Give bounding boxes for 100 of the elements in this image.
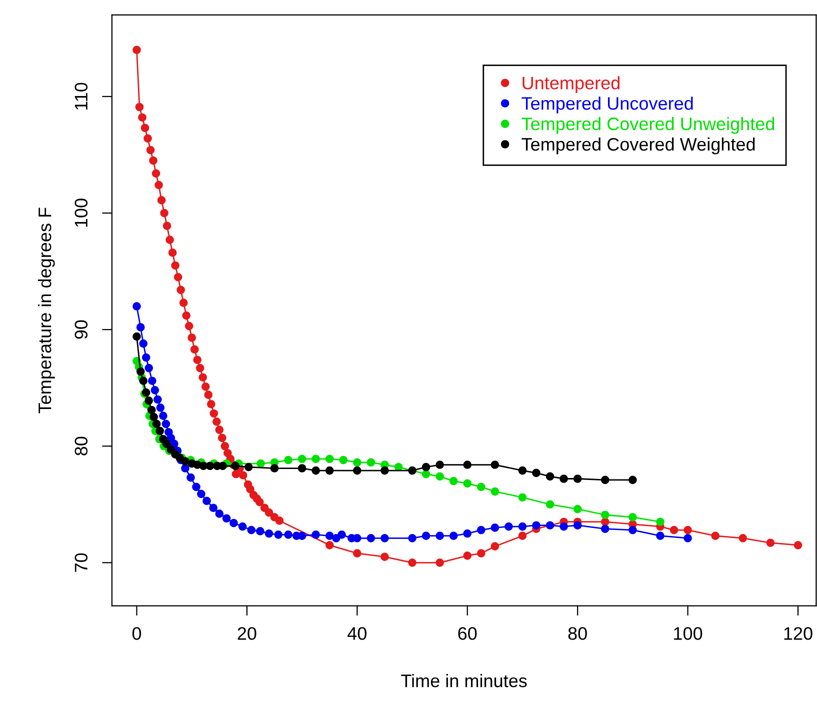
point bbox=[332, 534, 340, 542]
point bbox=[600, 476, 610, 484]
point bbox=[366, 458, 376, 467]
point bbox=[338, 530, 346, 539]
point bbox=[181, 457, 190, 466]
point bbox=[463, 460, 472, 469]
point bbox=[560, 522, 568, 531]
point bbox=[312, 530, 320, 539]
point bbox=[546, 500, 554, 509]
point bbox=[247, 526, 256, 534]
x-tick-label: 40 bbox=[348, 627, 366, 640]
point bbox=[476, 482, 486, 492]
point bbox=[256, 527, 264, 536]
point bbox=[222, 514, 231, 523]
point bbox=[256, 459, 265, 468]
point bbox=[206, 462, 214, 470]
point bbox=[156, 426, 164, 436]
x-tick-label: 0 bbox=[132, 627, 142, 640]
point bbox=[192, 482, 200, 492]
x-tick-label: 60 bbox=[458, 627, 477, 640]
point bbox=[181, 464, 190, 472]
point bbox=[490, 487, 500, 496]
point bbox=[298, 464, 306, 472]
x-tick-label: 120 bbox=[784, 627, 812, 640]
point bbox=[162, 440, 171, 448]
point bbox=[136, 367, 145, 376]
point bbox=[600, 510, 610, 520]
point bbox=[150, 386, 160, 394]
point bbox=[546, 472, 554, 481]
point bbox=[573, 504, 582, 514]
point bbox=[490, 524, 500, 532]
point bbox=[366, 534, 376, 542]
point bbox=[325, 466, 334, 475]
point bbox=[154, 395, 162, 404]
point bbox=[136, 323, 145, 332]
point bbox=[463, 529, 472, 538]
y-tick-label: 80 bbox=[74, 436, 88, 456]
point bbox=[139, 339, 148, 348]
point bbox=[449, 532, 458, 540]
point bbox=[264, 529, 274, 538]
point bbox=[380, 466, 389, 475]
point bbox=[244, 462, 253, 472]
point bbox=[312, 454, 320, 464]
y-tick-label: 70 bbox=[74, 553, 88, 572]
point bbox=[422, 462, 430, 472]
point bbox=[339, 456, 348, 464]
point bbox=[490, 460, 500, 469]
point bbox=[230, 518, 238, 528]
point bbox=[504, 522, 513, 531]
point bbox=[312, 466, 320, 475]
point bbox=[449, 476, 458, 486]
point bbox=[628, 526, 637, 534]
point bbox=[518, 493, 527, 502]
point bbox=[656, 518, 664, 526]
point bbox=[436, 472, 444, 481]
point bbox=[408, 534, 416, 542]
point bbox=[325, 454, 334, 464]
point bbox=[215, 510, 224, 518]
point bbox=[656, 532, 664, 540]
point bbox=[546, 521, 554, 530]
y-tick-label: 110 bbox=[74, 82, 88, 110]
point bbox=[422, 532, 430, 540]
y-axis-title: Temperature in degrees F bbox=[38, 208, 55, 414]
point bbox=[573, 474, 582, 483]
point bbox=[532, 521, 540, 530]
point bbox=[298, 454, 306, 464]
point bbox=[176, 454, 184, 462]
point bbox=[209, 504, 218, 512]
x-tick-label: 100 bbox=[674, 627, 702, 640]
y-tick-label: 90 bbox=[74, 320, 88, 339]
point bbox=[560, 474, 568, 483]
point bbox=[422, 470, 430, 478]
point bbox=[436, 532, 444, 540]
point bbox=[476, 526, 486, 534]
point bbox=[142, 353, 150, 362]
legend-label: Tempered Covered Unweighted bbox=[522, 117, 774, 134]
point bbox=[197, 490, 206, 498]
point bbox=[270, 464, 279, 472]
point bbox=[139, 376, 148, 386]
point bbox=[600, 524, 610, 534]
point bbox=[148, 376, 156, 386]
point bbox=[436, 460, 444, 469]
point bbox=[152, 420, 161, 428]
point bbox=[573, 521, 582, 530]
y-tick-label: 100 bbox=[74, 198, 88, 227]
point bbox=[132, 302, 141, 310]
point bbox=[518, 466, 527, 475]
x-tick-label: 20 bbox=[238, 627, 256, 640]
point bbox=[162, 420, 170, 428]
point bbox=[628, 476, 637, 484]
point bbox=[238, 522, 247, 531]
point bbox=[218, 462, 227, 470]
point bbox=[325, 532, 334, 540]
point bbox=[463, 479, 472, 488]
legend-label: Tempered Uncovered bbox=[522, 96, 693, 114]
point bbox=[380, 534, 389, 542]
point bbox=[150, 412, 158, 422]
point bbox=[284, 530, 292, 539]
legend-label: Tempered Covered Weighted bbox=[522, 137, 755, 154]
point bbox=[231, 462, 240, 470]
